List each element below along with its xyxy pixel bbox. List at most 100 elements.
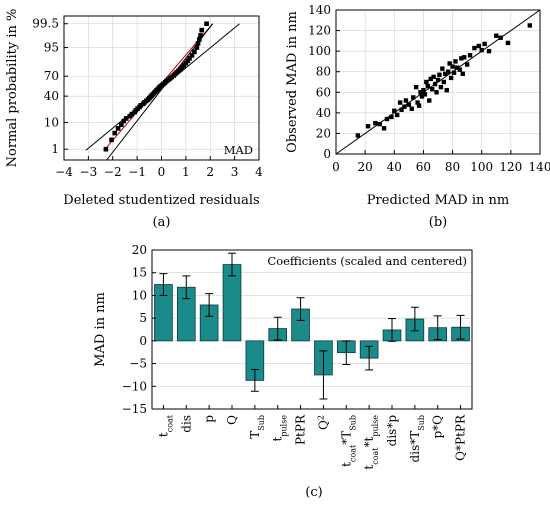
- panel-b-point: [429, 87, 435, 92]
- tick-label-base: PtPR: [294, 414, 308, 445]
- tick-label-subscript: coat: [165, 414, 174, 432]
- panel-b-point: [441, 79, 447, 85]
- panel-b-point: [355, 133, 361, 138]
- panel-b-point: [482, 41, 487, 47]
- panel-a-caption: (a): [153, 215, 171, 230]
- tick-label-base: T: [248, 431, 262, 439]
- panel-b-point: [416, 103, 422, 108]
- panel-a-point: [123, 116, 129, 121]
- tick-label-subscript: Sub: [416, 415, 425, 431]
- panel-b-point: [434, 90, 439, 95]
- panel-a-y-ticks: 1 10 40 70 95 99.5: [32, 17, 68, 156]
- panel-c-x-tick-label: Q: [225, 415, 239, 425]
- panel-b-point: [381, 126, 387, 131]
- panel-b-x-axis-label: Predicted MAD in nm: [367, 193, 509, 208]
- panel-b-point: [447, 61, 452, 66]
- panel-c-y-ticks: −15 −10 −5 0 5 10 15 20: [122, 243, 156, 416]
- panel-b-point: [409, 106, 414, 111]
- panel-a-x-tick-label: −1: [128, 165, 146, 179]
- panel-b-point: [527, 23, 532, 28]
- panel-a-point: [185, 58, 191, 64]
- panel-b-point: [451, 70, 457, 75]
- panel-b-x-ticks: 0 20 40 60 80 100 120 140: [332, 150, 550, 174]
- panel-b-point: [467, 53, 473, 58]
- tick-label-base: t: [156, 432, 170, 437]
- panel-b-point: [428, 76, 433, 82]
- panel-a-annotation: MAD: [224, 143, 253, 157]
- panel-b-point: [432, 81, 438, 87]
- panel-a-reference-lines: [85, 23, 240, 161]
- panel-c-caption: (c): [305, 485, 322, 500]
- tick-label-subscript: Sub: [256, 415, 265, 431]
- panel-b-point: [384, 116, 390, 122]
- panel-b-point: [448, 75, 454, 81]
- panel-b-point: [413, 84, 419, 90]
- panel-c-x-tick-label: tpulse: [271, 415, 289, 442]
- panel-a-point: [109, 137, 114, 143]
- panel-b-y-tick-label: 20: [316, 126, 331, 140]
- panel-b-x-tick-label: 120: [499, 160, 522, 174]
- panel-a-y-tick-label: 95: [44, 41, 59, 55]
- panel-c-x-tick-label: dis*p: [385, 415, 399, 447]
- tick-label-subscript: pulse: [371, 415, 380, 437]
- panel-b-x-tick-label: 140: [529, 160, 550, 174]
- tick-label-subscript: pulse: [279, 415, 288, 437]
- tick-label-base: p: [202, 415, 216, 423]
- panel-c-bars: [154, 264, 470, 381]
- panel-b-point: [427, 98, 432, 103]
- tick-label-base: t: [271, 437, 285, 442]
- panel-b-observed-vs-predicted: 0 20 40 60 80 100 120 140 0 20 40 60 80 100 120 140 Pr…: [285, 3, 550, 230]
- panel-a-y-tick-label: 40: [44, 89, 59, 103]
- tick-label-base: t: [362, 465, 376, 470]
- panel-a-y-axis-label: Normal probability in %: [5, 9, 20, 168]
- panel-a-point: [112, 130, 117, 136]
- panel-a-y-tick-label: 10: [44, 115, 59, 129]
- panel-b-point: [440, 66, 445, 71]
- panel-c-y-tick-label: 0: [139, 334, 147, 348]
- panel-a-point: [198, 33, 203, 38]
- tick-label-base: p*Q: [431, 415, 445, 439]
- tick-label-subscript: coat: [371, 447, 380, 465]
- panel-b-point: [479, 47, 484, 53]
- panel-a-point: [121, 118, 127, 124]
- panel-b-point: [462, 55, 467, 60]
- panel-c-y-tick-label: 10: [132, 288, 147, 302]
- panel-b-point: [435, 77, 441, 83]
- panel-b-point: [476, 43, 481, 49]
- panel-c-x-tick-label: dis*TSub: [408, 415, 426, 462]
- panel-b-point: [392, 108, 397, 113]
- panel-b-point: [450, 64, 455, 69]
- panel-b-point: [406, 102, 412, 107]
- tick-label-base: dis*T: [408, 431, 422, 463]
- panel-b-point: [397, 100, 403, 105]
- tick-label-base: Q: [316, 420, 330, 430]
- panel-b-point: [395, 112, 400, 118]
- panel-a-x-tick-label: −3: [80, 165, 98, 179]
- panel-b-y-tick-label: 80: [316, 65, 331, 79]
- panel-b-point: [498, 35, 503, 40]
- tick-label-tail: *t: [362, 437, 376, 448]
- panel-a-point: [118, 122, 124, 128]
- panel-a-normal-probability-plot: −4 −3 −2 −1 0 1 2 3 4 1 10 40 70 95 99.5 MAD Deleted …: [5, 9, 263, 230]
- panel-b-point: [438, 84, 444, 90]
- panel-c-x-tick-label: tcoat*tpulse: [362, 415, 380, 470]
- panel-b-point: [453, 59, 458, 64]
- panel-a-point: [194, 45, 200, 50]
- panel-b-points: [355, 23, 532, 138]
- panel-b-point: [377, 121, 382, 127]
- panel-b-caption: (b): [429, 215, 447, 230]
- panel-b-y-tick-label: 120: [308, 24, 331, 38]
- panel-b-point: [486, 48, 492, 54]
- panel-b-point: [389, 114, 394, 120]
- tick-label-subscript: Sub: [348, 415, 357, 431]
- panel-b-y-tick-label: 60: [316, 85, 331, 99]
- panel-c-x-tick-label: p: [202, 415, 216, 423]
- panel-c-y-tick-label: −15: [122, 402, 147, 416]
- panel-b-point: [365, 124, 371, 129]
- panel-c-error-bars: [159, 252, 465, 400]
- panel-b-y-tick-label: 140: [308, 3, 331, 17]
- panel-b-point: [421, 88, 426, 93]
- panel-a-point: [195, 40, 201, 46]
